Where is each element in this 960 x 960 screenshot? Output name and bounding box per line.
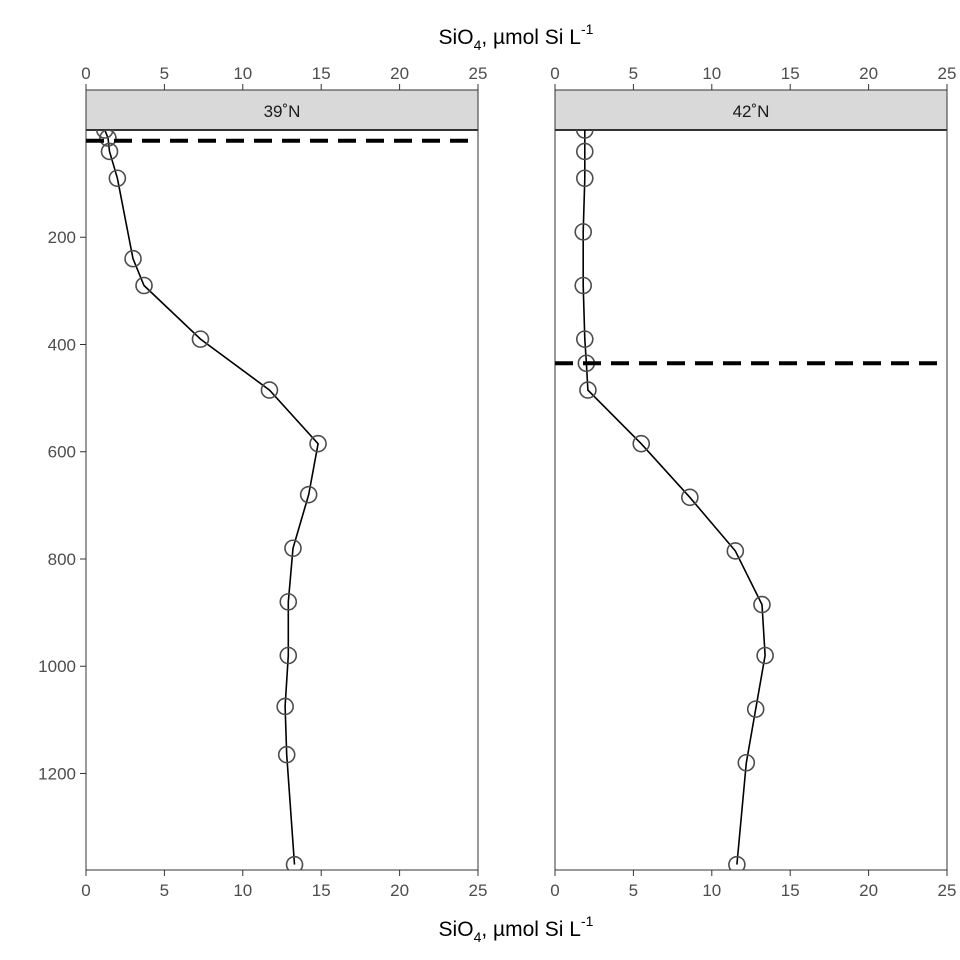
panel-border [85, 129, 479, 871]
data-point [279, 593, 298, 611]
x-tick-label-bottom: 25 [938, 881, 957, 900]
data-point [135, 276, 153, 295]
x-tick-label-bottom: 25 [469, 881, 488, 900]
data-point [285, 855, 304, 870]
x-tick-label-bottom: 20 [390, 881, 409, 900]
data-point [277, 745, 296, 764]
x-tick-label-top: 15 [781, 64, 800, 83]
data-point [579, 381, 597, 399]
series-line [104, 130, 319, 865]
y-tick-label: 1000 [38, 657, 76, 676]
x-tick-label-bottom: 15 [781, 881, 800, 900]
x-tick-label-bottom: 10 [233, 881, 252, 900]
y-tick-label: 200 [48, 228, 76, 247]
strip-label: 42˚N [733, 102, 770, 121]
data-point [575, 330, 594, 348]
data-point [574, 223, 593, 241]
x-tick-label-top: 5 [629, 64, 638, 83]
y-tick-label: 400 [48, 335, 76, 354]
x-tick-label-top: 0 [550, 64, 559, 83]
x-tick-label-bottom: 15 [312, 881, 331, 900]
data-point [575, 142, 594, 161]
x-tick-label-top: 20 [859, 64, 878, 83]
panel-39n: 39˚N 0 0 5 5 10 10 15 15 20 20 25 25 [81, 64, 487, 900]
data-point [124, 249, 142, 268]
data-point [681, 488, 699, 507]
x-axis-title-bottom: SiO4, µmol Si L-1 [439, 913, 594, 945]
data-point [279, 646, 298, 665]
data-point [299, 485, 318, 504]
x-tick-label-top: 10 [233, 64, 252, 83]
data-point [260, 381, 279, 399]
panel-data [96, 130, 327, 870]
panel-42n: 42˚N 0 0 5 5 10 10 15 15 20 20 25 25 [550, 64, 956, 900]
x-tick-label-top: 25 [938, 64, 957, 83]
panel-data [574, 130, 774, 870]
y-tick-label: 600 [48, 443, 76, 462]
data-point [575, 130, 594, 139]
x-tick-label-bottom: 0 [550, 881, 559, 900]
x-tick-label-top: 25 [469, 64, 488, 83]
data-point [276, 697, 294, 716]
x-axis-title-top: SiO4, µmol Si L-1 [439, 21, 594, 53]
x-tick-label-bottom: 0 [81, 881, 90, 900]
data-point [96, 130, 114, 139]
data-point [191, 330, 210, 348]
data-point [746, 700, 765, 718]
data-point [575, 169, 594, 188]
data-point [632, 434, 651, 453]
x-tick-label-bottom: 20 [859, 881, 878, 900]
x-tick-label-bottom: 5 [629, 881, 638, 900]
data-point [756, 646, 774, 665]
data-point [574, 276, 593, 295]
data-point [309, 434, 327, 453]
x-tick-label-top: 10 [702, 64, 721, 83]
strip-background [554, 89, 948, 131]
data-point [737, 753, 756, 772]
series-line [582, 130, 766, 865]
x-tick-label-top: 15 [312, 64, 331, 83]
data-point [753, 595, 771, 614]
x-tick-label-bottom: 5 [160, 881, 169, 900]
x-tick-label-top: 20 [390, 64, 409, 83]
y-tick-label: 1200 [38, 764, 76, 783]
y-tick-label: 800 [48, 550, 76, 569]
data-point [99, 130, 117, 147]
panel-border [554, 129, 948, 871]
data-point [728, 855, 746, 870]
y-axis: 200 400 600 800 1000 1200 [38, 228, 86, 783]
strip-label: 39˚N [264, 102, 301, 121]
data-point [284, 539, 302, 558]
x-tick-label-top: 0 [81, 64, 90, 83]
data-point [726, 542, 745, 560]
x-tick-label-bottom: 10 [702, 881, 721, 900]
data-point [100, 142, 119, 161]
x-tick-label-top: 5 [160, 64, 169, 83]
data-point [108, 169, 127, 188]
